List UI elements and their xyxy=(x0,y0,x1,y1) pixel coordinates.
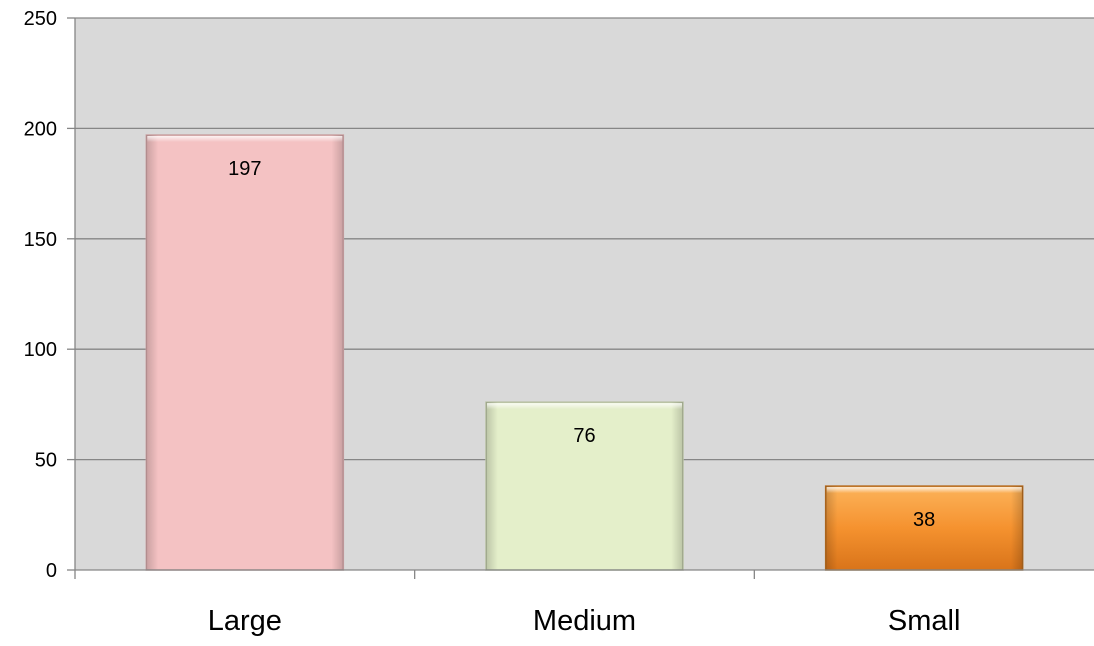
y-tick-label: 100 xyxy=(24,339,57,361)
axes xyxy=(67,17,1094,579)
x-tick-label: Small xyxy=(888,605,961,637)
bars xyxy=(145,134,1024,571)
bar-highlight xyxy=(826,487,1022,494)
bar-bevel xyxy=(825,486,1023,570)
y-tick-label: 150 xyxy=(24,229,57,251)
bar-highlight xyxy=(486,403,683,410)
y-tick-label: 200 xyxy=(24,118,57,140)
data-label: 38 xyxy=(913,509,935,531)
y-tick-label: 250 xyxy=(24,8,57,30)
bar-medium xyxy=(485,401,684,571)
bar-highlight xyxy=(147,136,343,143)
y-tick-label: 0 xyxy=(46,560,57,582)
data-label: 76 xyxy=(573,425,595,447)
x-tick-label: Medium xyxy=(533,605,636,637)
labels: 0 50 100 150 200 250 197 Large 76 Medium 38 Small xyxy=(24,8,961,637)
bar-bevel xyxy=(146,135,344,571)
bar-small xyxy=(824,485,1024,571)
bar-large xyxy=(145,134,345,571)
x-tick-label: Large xyxy=(208,605,282,637)
data-label: 197 xyxy=(228,158,261,180)
bar-bevel xyxy=(485,402,684,570)
y-tick-label: 50 xyxy=(35,450,57,472)
